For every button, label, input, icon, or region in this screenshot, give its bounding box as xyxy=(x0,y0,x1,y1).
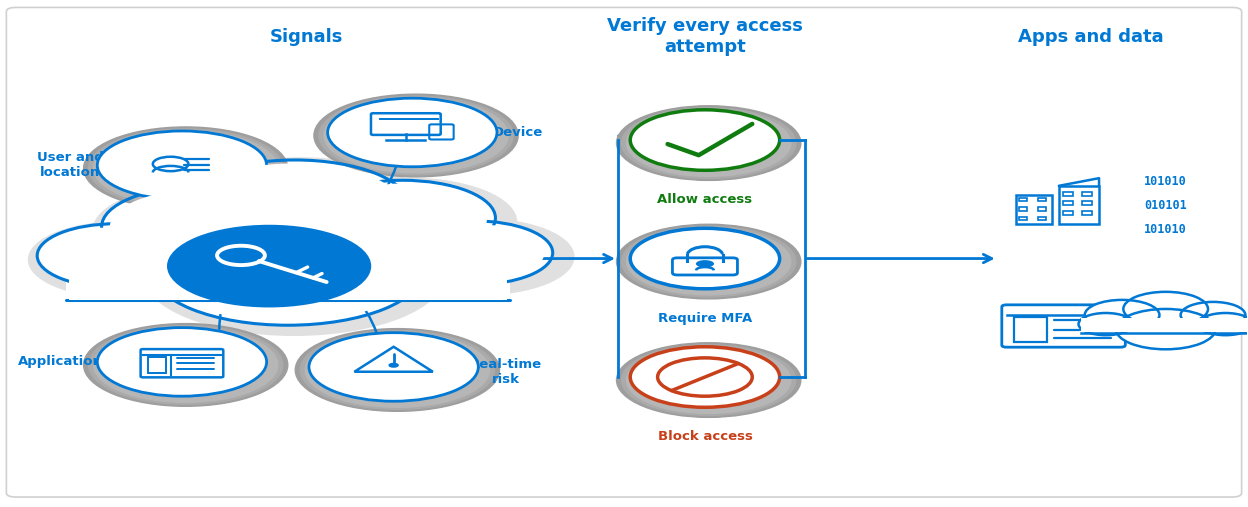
Circle shape xyxy=(617,343,801,417)
Text: Require MFA: Require MFA xyxy=(658,311,753,324)
Circle shape xyxy=(626,228,791,295)
Circle shape xyxy=(626,347,791,413)
Circle shape xyxy=(630,110,780,170)
Circle shape xyxy=(1078,313,1133,335)
Text: Block access: Block access xyxy=(658,430,753,443)
Circle shape xyxy=(622,226,796,297)
Circle shape xyxy=(328,98,497,167)
Circle shape xyxy=(1181,302,1246,328)
Circle shape xyxy=(626,110,791,176)
Circle shape xyxy=(45,227,186,284)
Circle shape xyxy=(617,224,801,299)
Text: Apps and data: Apps and data xyxy=(1018,28,1164,46)
Circle shape xyxy=(144,213,446,335)
Circle shape xyxy=(622,345,796,415)
Circle shape xyxy=(317,184,487,252)
Circle shape xyxy=(167,225,371,307)
Circle shape xyxy=(617,106,801,180)
Circle shape xyxy=(89,325,283,404)
Text: User and
location: User and location xyxy=(36,151,104,179)
Circle shape xyxy=(101,186,302,267)
Circle shape xyxy=(389,364,398,367)
Circle shape xyxy=(301,331,494,409)
Text: 101010: 101010 xyxy=(1144,175,1187,188)
Text: Device: Device xyxy=(493,126,543,139)
Circle shape xyxy=(89,129,283,207)
Circle shape xyxy=(152,215,424,325)
Circle shape xyxy=(1123,292,1208,326)
Circle shape xyxy=(622,108,796,178)
FancyBboxPatch shape xyxy=(69,254,507,300)
Circle shape xyxy=(301,178,517,266)
Circle shape xyxy=(630,347,780,407)
FancyBboxPatch shape xyxy=(1081,318,1248,332)
Circle shape xyxy=(97,131,267,200)
FancyBboxPatch shape xyxy=(6,8,1242,497)
Circle shape xyxy=(188,163,402,249)
Text: 101010: 101010 xyxy=(1144,223,1187,236)
Text: Allow access: Allow access xyxy=(658,193,753,206)
Circle shape xyxy=(296,329,499,411)
Circle shape xyxy=(29,222,216,298)
Text: Application: Application xyxy=(17,355,102,369)
Circle shape xyxy=(306,333,489,407)
Circle shape xyxy=(310,333,478,401)
Circle shape xyxy=(1198,313,1248,335)
Circle shape xyxy=(94,131,278,206)
Circle shape xyxy=(630,228,780,289)
Circle shape xyxy=(396,221,553,284)
Circle shape xyxy=(314,94,518,177)
Circle shape xyxy=(403,224,544,281)
Circle shape xyxy=(160,219,416,322)
Text: Signals: Signals xyxy=(270,28,343,46)
Circle shape xyxy=(324,98,508,173)
Text: Verify every access
attempt: Verify every access attempt xyxy=(607,17,802,56)
Circle shape xyxy=(92,184,323,277)
Circle shape xyxy=(387,219,574,295)
Circle shape xyxy=(97,328,267,396)
Circle shape xyxy=(94,328,278,402)
Circle shape xyxy=(319,96,513,175)
Circle shape xyxy=(172,158,431,263)
Text: Real-time
risk: Real-time risk xyxy=(469,358,542,386)
Circle shape xyxy=(181,160,409,253)
Circle shape xyxy=(84,323,288,406)
Circle shape xyxy=(1116,309,1216,349)
Text: 010101: 010101 xyxy=(1144,199,1187,212)
Circle shape xyxy=(110,190,293,264)
Circle shape xyxy=(1085,300,1159,330)
Circle shape xyxy=(310,180,495,256)
Circle shape xyxy=(696,260,714,268)
Circle shape xyxy=(37,224,195,287)
FancyBboxPatch shape xyxy=(66,247,509,299)
Circle shape xyxy=(84,127,288,209)
